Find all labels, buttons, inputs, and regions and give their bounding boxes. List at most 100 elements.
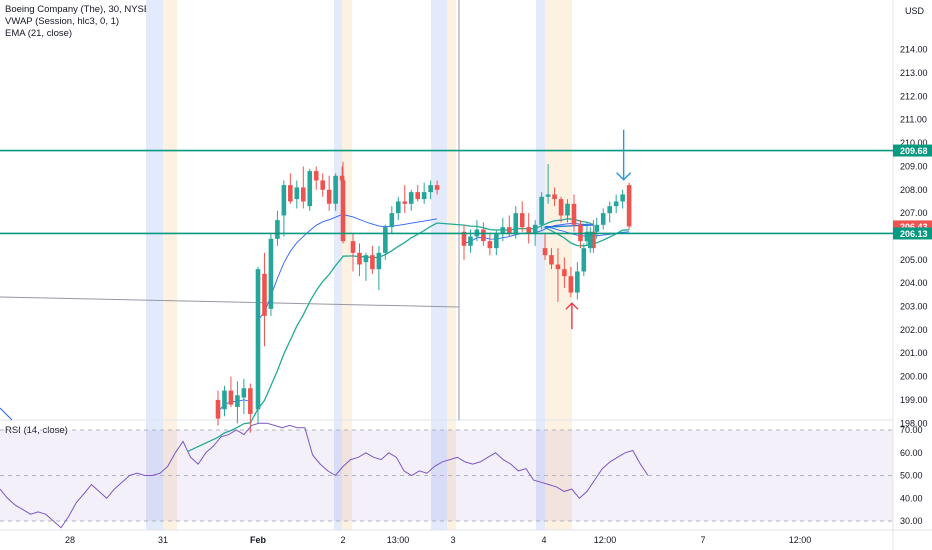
- time-tick-label: 28: [65, 535, 75, 545]
- candle: [487, 234, 493, 256]
- candle-body: [519, 213, 525, 228]
- candle: [571, 194, 577, 232]
- candle-body: [500, 227, 506, 235]
- candle: [402, 185, 408, 214]
- candle-body: [532, 224, 538, 235]
- price-tick-label: 210.00: [900, 138, 928, 148]
- candle: [357, 243, 362, 277]
- candle-body: [565, 203, 570, 216]
- candle-body: [275, 220, 280, 239]
- ema-legend[interactable]: EMA (21, close): [5, 28, 73, 39]
- symbol-title[interactable]: Boeing Company (The), 30, NYSE: [5, 4, 151, 15]
- time-tick-label: 12:00: [594, 535, 617, 545]
- candle-body: [281, 185, 287, 216]
- price-tick-label: 205.00: [900, 255, 928, 265]
- candle: [594, 217, 600, 239]
- candle: [519, 201, 525, 232]
- candle-body: [339, 175, 345, 181]
- price-tick-label: 201.00: [900, 348, 928, 358]
- candle: [461, 224, 467, 260]
- candle-body: [526, 227, 531, 235]
- candle-body: [228, 390, 234, 405]
- ema-line: [187, 218, 630, 452]
- candle: [340, 161, 346, 244]
- price-tag-label: 206.13: [900, 229, 928, 239]
- candle: [575, 262, 580, 300]
- candle-body: [575, 271, 580, 293]
- price-tick-label: 209.00: [900, 161, 928, 171]
- candle-body: [613, 201, 619, 207]
- candle: [408, 189, 414, 211]
- candle: [568, 266, 574, 298]
- candle-body: [402, 201, 408, 204]
- price-tick-label: 211.00: [900, 115, 927, 125]
- currency-label[interactable]: USD: [905, 6, 925, 16]
- price-tag-label: 209.68: [900, 146, 928, 156]
- candle: [333, 173, 338, 211]
- candle: [555, 248, 561, 302]
- price-tick-label: 198.00: [900, 418, 928, 428]
- time-tick-label: 13:00: [387, 535, 410, 545]
- candle: [613, 194, 619, 214]
- candle: [395, 196, 401, 221]
- candle-body: [620, 194, 625, 202]
- candle: [581, 243, 587, 277]
- candle-body: [428, 185, 433, 193]
- price-tick-label: 203.00: [900, 302, 928, 312]
- trend-line: [0, 296, 460, 308]
- rsi-legend[interactable]: RSI (14, close): [5, 425, 68, 436]
- candle-body: [288, 185, 293, 202]
- candle-body: [562, 269, 567, 277]
- candle: [558, 196, 564, 223]
- candle-body: [294, 187, 300, 200]
- candle-body: [571, 203, 577, 225]
- time-tick-label: 2: [340, 535, 345, 545]
- candle: [307, 168, 313, 211]
- candle: [600, 208, 606, 230]
- vwap-prev-segment: [0, 407, 13, 421]
- candle-body: [255, 269, 261, 410]
- candle-body: [558, 199, 564, 216]
- rsi-tick-label: 70.00: [900, 425, 923, 435]
- candle-body: [268, 238, 274, 309]
- candle: [300, 166, 306, 209]
- vwap-legend[interactable]: VWAP (Session, hlc3, 0, 1): [5, 16, 120, 27]
- arrow-up-head: [565, 302, 579, 310]
- candle-body: [555, 264, 561, 270]
- time-tick-label: 12:00: [789, 535, 812, 545]
- candle-body: [340, 180, 346, 242]
- candle-body: [461, 231, 467, 246]
- candle-body: [350, 241, 356, 253]
- candle-body: [320, 180, 325, 190]
- session-band: [536, 0, 545, 530]
- candle-body: [222, 390, 227, 410]
- candle-body: [313, 171, 319, 181]
- session-band: [146, 0, 163, 530]
- candle-body: [552, 194, 557, 200]
- candle: [255, 266, 261, 424]
- candle-body: [363, 255, 369, 263]
- candle-body: [481, 229, 486, 242]
- candle-body: [383, 227, 388, 253]
- candle: [434, 180, 440, 195]
- price-tag-label: 206.43: [900, 222, 928, 232]
- candle: [215, 390, 221, 426]
- candle: [363, 252, 369, 281]
- candle: [376, 245, 382, 291]
- session-band: [431, 0, 447, 530]
- candle: [222, 385, 227, 417]
- candle-body: [513, 213, 519, 235]
- candle: [526, 213, 531, 244]
- candle-body: [468, 236, 473, 246]
- rsi-tick-label: 60.00: [900, 448, 923, 458]
- session-band: [342, 0, 352, 530]
- session-band: [447, 0, 456, 530]
- candle-body: [549, 255, 554, 265]
- candle: [235, 381, 240, 424]
- time-tick-label: 4: [541, 535, 546, 545]
- candle-body: [307, 171, 313, 207]
- candle: [350, 234, 356, 272]
- time-tick-label: 3: [450, 535, 455, 545]
- candle: [562, 257, 567, 288]
